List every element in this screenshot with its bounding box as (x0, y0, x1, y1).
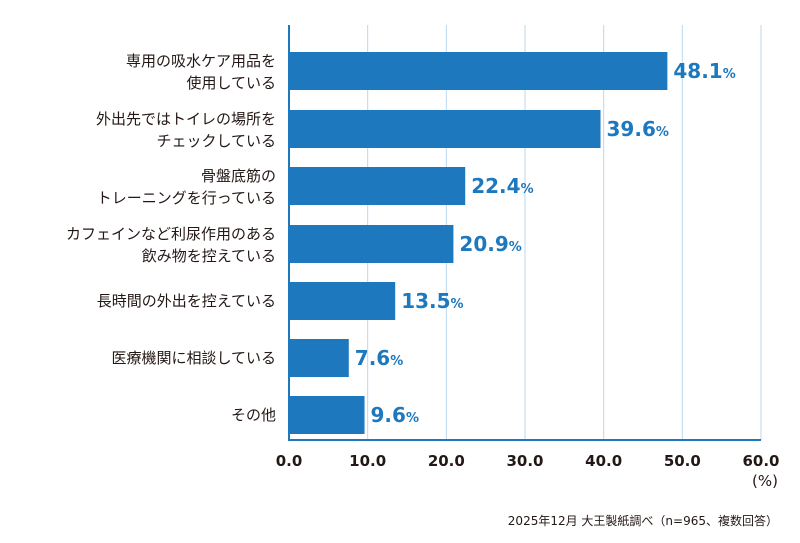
category-label: 長時間の外出を控えている (97, 292, 276, 310)
data-label-value: 39.6 (607, 117, 656, 141)
data-label-unit: % (451, 297, 464, 312)
category-label: カフェインなど利尿作用のある (66, 225, 276, 243)
category-label: 使用している (186, 74, 276, 92)
bar (289, 225, 454, 263)
bar (289, 167, 466, 205)
category-label: その他 (231, 406, 276, 424)
data-label-unit: % (723, 67, 736, 82)
data-label: 22.4% (471, 174, 533, 198)
data-label: 13.5% (401, 289, 463, 313)
x-tick-label: 30.0 (506, 452, 543, 470)
category-label: トレーニングを行っている (97, 189, 276, 207)
data-label-unit: % (390, 354, 403, 369)
data-label: 39.6% (607, 117, 669, 141)
data-label: 20.9% (459, 232, 521, 256)
data-label-value: 7.6 (355, 346, 390, 370)
category-label: 骨盤底筋の (201, 167, 276, 185)
x-tick-label: 50.0 (664, 452, 701, 470)
category-label: チェックしている (156, 132, 276, 150)
data-label: 7.6% (355, 346, 403, 370)
bar (289, 110, 601, 148)
category-label: 専用の吸水ケア用品を (126, 52, 276, 70)
data-label-value: 20.9 (459, 232, 508, 256)
bar (289, 282, 396, 320)
bar (289, 339, 349, 377)
x-tick-label: 0.0 (276, 452, 303, 470)
data-label-value: 48.1 (673, 59, 722, 83)
data-label-unit: % (406, 411, 419, 426)
data-label: 9.6% (371, 403, 419, 427)
x-axis-unit: (%) (752, 472, 778, 490)
source-note: 2025年12月 大王製紙調べ（n=965、複数回答） (508, 513, 778, 528)
x-tick-label: 10.0 (349, 452, 386, 470)
data-label-unit: % (656, 125, 669, 140)
x-tick-label: 20.0 (428, 452, 465, 470)
data-label-value: 13.5 (401, 289, 450, 313)
data-label-unit: % (509, 240, 522, 255)
category-label: 外出先ではトイレの場所を (96, 110, 276, 128)
data-label-value: 9.6 (371, 403, 406, 427)
category-label: 医療機関に相談している (111, 349, 276, 367)
bar (289, 396, 365, 434)
x-tick-label: 60.0 (742, 452, 779, 470)
category-label: 飲み物を控えている (142, 247, 276, 265)
data-label: 48.1% (673, 59, 735, 83)
data-label-value: 22.4 (471, 174, 520, 198)
x-tick-label: 40.0 (585, 452, 622, 470)
data-label-unit: % (521, 182, 534, 197)
bar (289, 52, 668, 90)
